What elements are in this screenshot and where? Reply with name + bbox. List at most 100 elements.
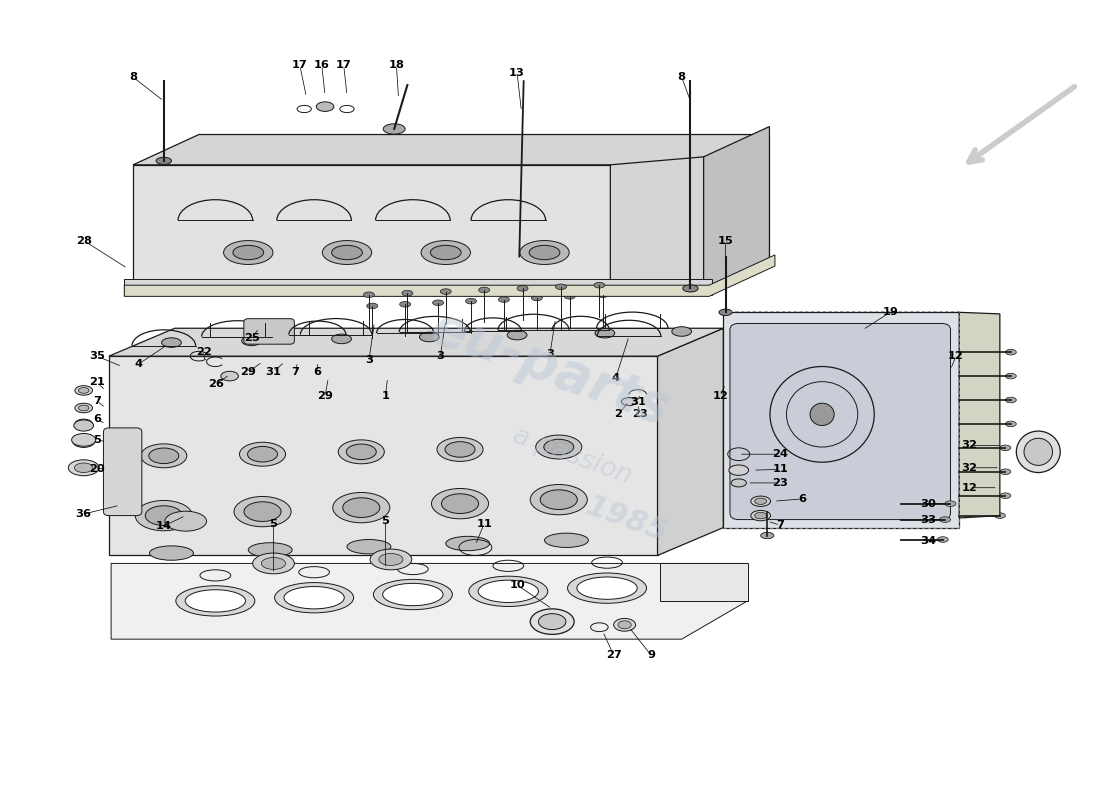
Polygon shape	[111, 563, 748, 639]
Ellipse shape	[540, 490, 578, 510]
Text: 3: 3	[365, 355, 373, 365]
Ellipse shape	[74, 420, 94, 431]
Text: 32: 32	[961, 441, 977, 450]
Ellipse shape	[332, 246, 362, 260]
Text: 29: 29	[317, 391, 333, 401]
Ellipse shape	[145, 506, 183, 526]
Ellipse shape	[761, 532, 773, 538]
Polygon shape	[704, 126, 769, 288]
Ellipse shape	[332, 334, 351, 344]
Ellipse shape	[621, 398, 637, 406]
Text: 12: 12	[961, 482, 977, 493]
Ellipse shape	[148, 448, 179, 463]
Ellipse shape	[262, 558, 286, 570]
Ellipse shape	[234, 497, 292, 526]
Ellipse shape	[564, 294, 575, 299]
Ellipse shape	[430, 246, 461, 260]
Ellipse shape	[939, 517, 950, 522]
Ellipse shape	[240, 442, 286, 466]
Ellipse shape	[383, 124, 405, 134]
Text: 32: 32	[961, 462, 977, 473]
Text: 31: 31	[265, 367, 282, 377]
Ellipse shape	[233, 246, 264, 260]
Ellipse shape	[994, 513, 1005, 518]
Ellipse shape	[530, 485, 587, 515]
Ellipse shape	[531, 295, 542, 301]
Ellipse shape	[937, 537, 948, 542]
Ellipse shape	[1005, 374, 1016, 379]
Ellipse shape	[165, 511, 207, 531]
Ellipse shape	[719, 309, 733, 315]
Polygon shape	[658, 328, 724, 555]
Polygon shape	[724, 312, 959, 527]
Polygon shape	[124, 279, 713, 294]
Ellipse shape	[373, 579, 452, 610]
Text: 23: 23	[772, 478, 789, 488]
Ellipse shape	[432, 300, 443, 306]
Ellipse shape	[75, 386, 92, 395]
Ellipse shape	[568, 573, 647, 603]
Ellipse shape	[221, 371, 239, 381]
Ellipse shape	[346, 539, 390, 554]
Ellipse shape	[732, 479, 747, 487]
Text: 23: 23	[632, 410, 648, 419]
Text: 11: 11	[772, 464, 789, 474]
Ellipse shape	[544, 533, 588, 547]
Text: 12: 12	[948, 351, 964, 361]
Text: 20: 20	[89, 464, 104, 474]
Text: 2: 2	[614, 410, 622, 419]
Ellipse shape	[576, 577, 637, 599]
Text: 24: 24	[772, 450, 789, 459]
Text: 35: 35	[89, 351, 104, 361]
Text: 27: 27	[606, 650, 621, 660]
Text: 5: 5	[92, 435, 101, 445]
Ellipse shape	[248, 446, 277, 462]
Ellipse shape	[478, 580, 539, 602]
Ellipse shape	[75, 419, 92, 429]
Polygon shape	[133, 165, 704, 288]
FancyBboxPatch shape	[103, 428, 142, 515]
Ellipse shape	[1005, 350, 1016, 355]
Ellipse shape	[440, 289, 451, 294]
Text: 28: 28	[76, 235, 91, 246]
Ellipse shape	[176, 586, 255, 616]
Ellipse shape	[317, 102, 333, 111]
Polygon shape	[109, 328, 724, 356]
Ellipse shape	[378, 554, 403, 566]
Text: 34: 34	[921, 536, 936, 546]
Polygon shape	[704, 134, 769, 288]
Ellipse shape	[419, 332, 439, 342]
Ellipse shape	[536, 435, 582, 459]
Ellipse shape	[150, 546, 194, 560]
Ellipse shape	[78, 405, 89, 411]
Ellipse shape	[614, 618, 636, 631]
Text: 6: 6	[314, 367, 321, 377]
Ellipse shape	[338, 440, 384, 464]
Ellipse shape	[72, 434, 96, 446]
Text: 1: 1	[382, 391, 389, 401]
Ellipse shape	[363, 292, 374, 298]
Ellipse shape	[672, 326, 692, 336]
Ellipse shape	[162, 338, 182, 347]
Ellipse shape	[446, 442, 475, 458]
Polygon shape	[133, 134, 769, 165]
Ellipse shape	[755, 513, 767, 518]
Polygon shape	[959, 312, 1000, 518]
Ellipse shape	[751, 496, 770, 506]
Ellipse shape	[383, 583, 443, 606]
Text: 18: 18	[388, 60, 405, 70]
Text: 25: 25	[244, 333, 260, 343]
Text: a passion: a passion	[508, 422, 635, 490]
Ellipse shape	[543, 439, 574, 455]
Ellipse shape	[284, 586, 344, 609]
Polygon shape	[660, 563, 748, 601]
Text: 21: 21	[89, 378, 104, 387]
Ellipse shape	[78, 387, 89, 394]
Ellipse shape	[729, 465, 749, 475]
Text: 8: 8	[129, 72, 138, 82]
Ellipse shape	[755, 498, 767, 505]
Ellipse shape	[275, 582, 353, 613]
Polygon shape	[610, 157, 704, 288]
Ellipse shape	[322, 241, 372, 265]
Ellipse shape	[469, 576, 548, 606]
